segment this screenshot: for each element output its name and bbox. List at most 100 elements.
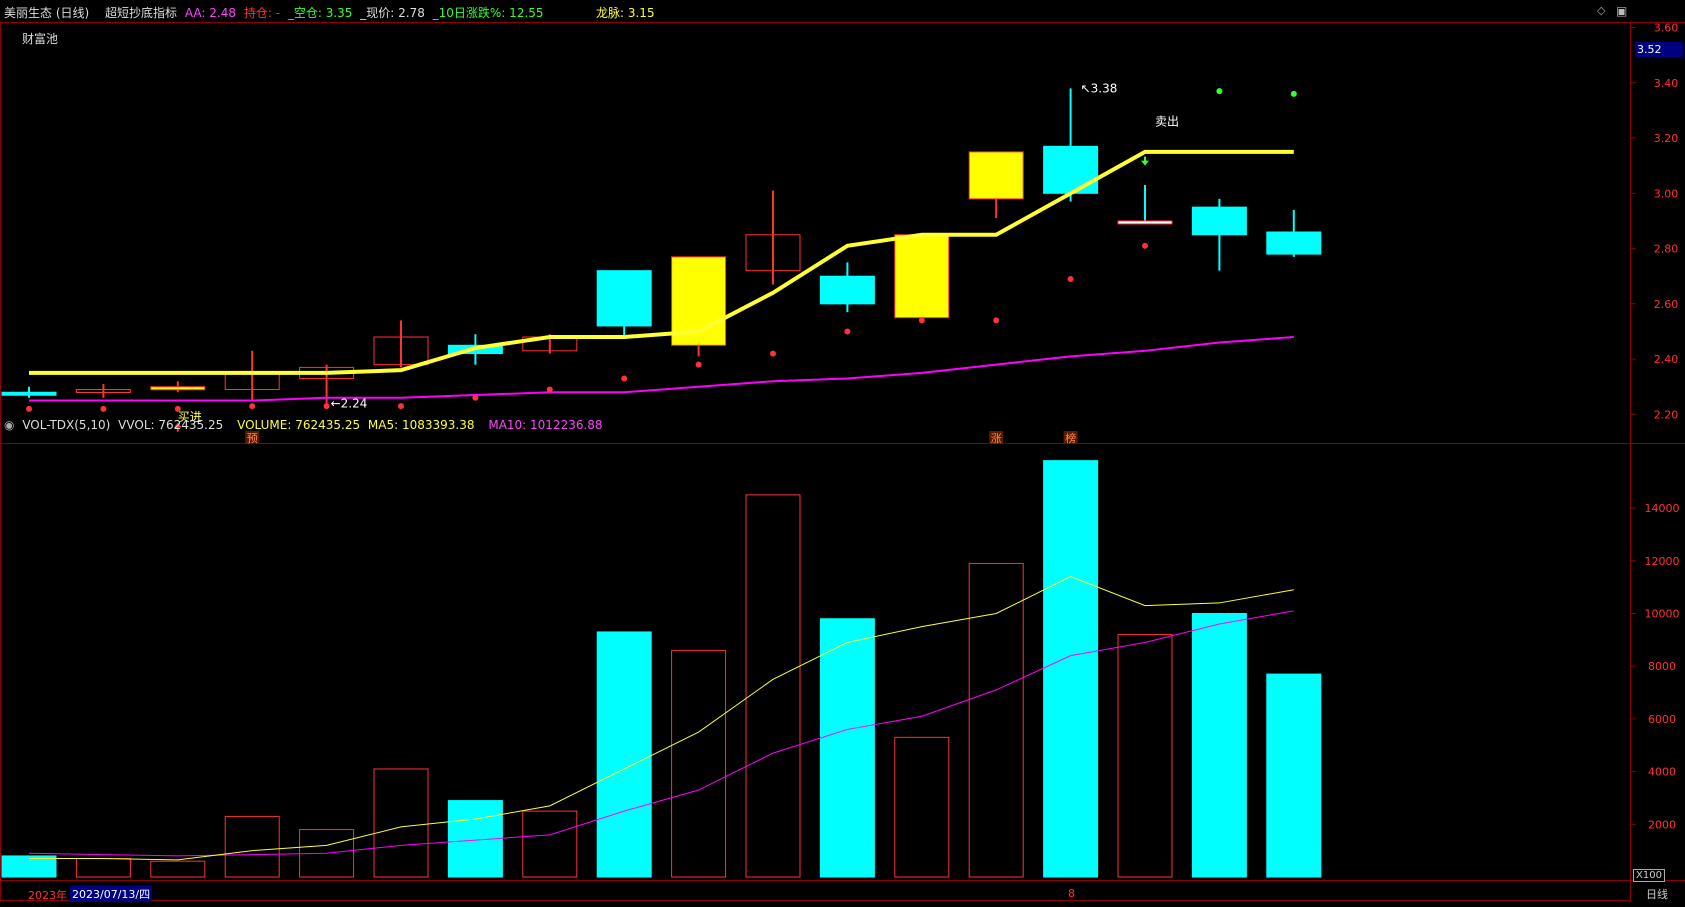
volume-bars	[1, 460, 1322, 878]
volume-indicator-name[interactable]: VOL-TDX(5,10)	[22, 418, 111, 432]
volume-bar	[224, 815, 280, 878]
plot-border	[0, 22, 1631, 901]
pool-label[interactable]: 财富池	[22, 32, 59, 46]
volume-tick-label: 2000	[1648, 818, 1676, 831]
year-label: 2023年	[28, 889, 67, 902]
candle-body	[596, 270, 652, 327]
signal-dot	[918, 317, 925, 324]
volume-bar	[596, 631, 652, 878]
month-marker: 8	[1068, 887, 1075, 900]
candle-body	[1, 391, 57, 396]
volume-tick-label: 12000	[1645, 555, 1680, 568]
volume-bar	[1117, 634, 1173, 878]
annotation-label: 卖出	[1155, 114, 1179, 128]
signal-dot	[546, 386, 553, 393]
price-tick-label: 2.60	[1654, 298, 1679, 311]
kongcang-value: _空仓: 3.35	[287, 6, 353, 20]
indicator-lines	[29, 149, 1294, 402]
price-tick-label: 2.80	[1654, 243, 1679, 256]
volume-bar	[1266, 673, 1322, 878]
volume-tick-label: 8000	[1648, 660, 1676, 673]
stock-title[interactable]: 美丽生态 (日线)	[4, 6, 90, 20]
price-tick-label: 3.20	[1654, 132, 1679, 145]
price-tick-label: 3.00	[1654, 187, 1679, 200]
annotation-label: ↖3.38	[1081, 81, 1118, 95]
signal-dot	[26, 405, 32, 412]
chart-frame	[0, 22, 1685, 901]
volume-bar	[522, 810, 578, 878]
period-label[interactable]: 日线	[1646, 888, 1668, 901]
signal-dot	[100, 405, 107, 412]
signal-dot	[1142, 242, 1148, 249]
tag-box	[245, 431, 260, 444]
candle-body	[1266, 231, 1322, 255]
volume-tick-label: 4000	[1648, 766, 1676, 779]
candlesticks	[1, 88, 1322, 404]
ma10-value: MA10: 1012236.88	[488, 418, 603, 432]
price-tick-label: 3.40	[1654, 77, 1679, 90]
candle-body	[1043, 145, 1099, 194]
signal-dot	[249, 403, 256, 410]
signal-dot	[770, 350, 776, 357]
chart-header: 美丽生态 (日线) 超短抄底指标 AA: 2.48 持仓: - _空仓: 3.3…	[4, 4, 548, 21]
date-label: 2023/07/13/四	[70, 886, 153, 902]
volume-tick-label: 6000	[1648, 713, 1676, 726]
signal-dots	[26, 88, 1297, 412]
longmai-value: 龙脉: 3.15	[596, 6, 655, 20]
volume-menu-icon[interactable]: ◉	[4, 418, 15, 432]
price-grid: 2.20 2.40 2.60 2.80 3.00 3.20 3.40 3.60	[1630, 22, 1679, 421]
vvol-value: VVOL: 762435.25	[118, 418, 224, 432]
signal-dot-high	[1216, 88, 1223, 95]
volume-bar	[894, 736, 950, 878]
candle-body	[373, 336, 429, 366]
volume-tick-label: 14000	[1645, 502, 1680, 515]
current-price-tag: 3.52	[1635, 42, 1683, 57]
bottom-tag: 预	[247, 432, 258, 445]
longmai-line	[29, 149, 1294, 375]
candle-body	[150, 386, 206, 391]
candle-body	[819, 275, 875, 305]
candle-body	[745, 234, 801, 272]
signal-dot	[695, 361, 702, 368]
xianjia-value: _现价: 2.78	[360, 6, 425, 20]
signal-dot	[398, 403, 404, 410]
signal-dot	[993, 317, 1000, 324]
volume-tick-label: 10000	[1645, 607, 1680, 620]
signal-dot	[844, 328, 851, 335]
volume-axis: 2000 4000 6000 8000 10000 12000 14000	[1630, 502, 1680, 831]
indicator-name[interactable]: 超短抄底指标	[105, 6, 178, 20]
buy-arrow-icon	[173, 422, 182, 432]
price-tick-label: 3.60	[1654, 22, 1679, 35]
vol-ma5-line	[29, 576, 1294, 861]
volume-bar	[150, 860, 206, 878]
window-toggle-icon[interactable]: ▣	[1616, 4, 1628, 18]
candle-body	[968, 151, 1024, 200]
volume-bar	[671, 649, 727, 878]
volume-bar	[745, 494, 801, 878]
tag-box	[1063, 431, 1078, 444]
volume-bar	[968, 562, 1024, 878]
vol-ma10-line	[28, 610, 1294, 857]
signal-dot	[472, 394, 479, 401]
diamond-icon[interactable]: ◇	[1597, 4, 1606, 17]
signal-dot	[323, 403, 330, 410]
volume-bar	[1043, 460, 1099, 878]
candle-body	[75, 389, 131, 393]
annotations: ↖3.38 ←2.24 买进 卖出预 涨 榜	[173, 81, 1179, 445]
signal-dot	[1067, 275, 1074, 282]
chicang-value: 持仓: -	[243, 6, 281, 20]
candle-body	[1191, 206, 1247, 236]
volume-bar	[373, 768, 429, 878]
ma5-value: MA5: 1083393.38	[367, 418, 475, 432]
zhangdie-value: _10日涨跌%: 12.55	[432, 6, 544, 20]
volume-value: VOLUME: 762435.25	[237, 418, 361, 432]
candle-body	[894, 234, 950, 319]
volume-bar	[75, 858, 131, 878]
volume-header: ◉ VOL-TDX(5,10) VVOL: 762435.25 VOLUME: …	[4, 418, 607, 432]
volume-bar	[1, 855, 57, 878]
annotation-label: ←2.24	[331, 396, 368, 410]
sell-arrow-icon	[1141, 156, 1149, 166]
aa-value: AA: 2.48	[184, 6, 236, 20]
tag-box	[989, 431, 1004, 444]
